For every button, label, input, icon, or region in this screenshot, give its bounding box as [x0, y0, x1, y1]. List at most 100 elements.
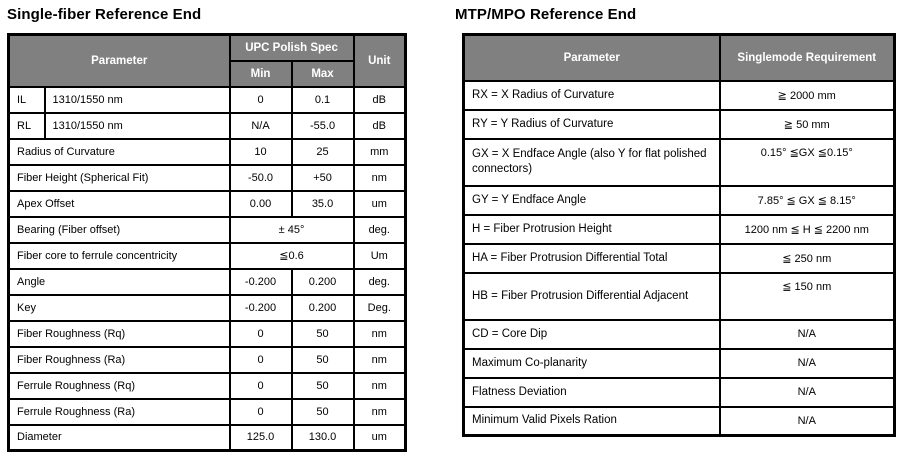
table-row: GY = Y Endface Angle 7.85° ≦ GX ≦ 8.15°: [462, 184, 896, 216]
param-cell: HA = Fiber Protrusion Differential Total: [462, 242, 721, 274]
param-cell: Fiber core to ferrule concentricity: [7, 241, 231, 270]
unit-cell: nm: [352, 371, 407, 400]
max-cell: 50: [290, 319, 355, 348]
requirement-cell: N/A: [718, 347, 896, 379]
unit-cell: nm: [352, 345, 407, 374]
max-cell: +50: [290, 163, 355, 192]
max-cell: -55.0: [290, 111, 355, 140]
table-row: Fiber Roughness (Ra) 0 50 nm: [7, 345, 407, 374]
unit-cell: um: [352, 189, 407, 218]
requirement-cell: 7.85° ≦ GX ≦ 8.15°: [718, 184, 896, 216]
unit-cell: Deg.: [352, 293, 407, 322]
param-cell: 1310/1550 nm: [43, 85, 231, 114]
unit-cell: Um: [352, 241, 407, 270]
unit-cell: deg.: [352, 267, 407, 296]
table-row: CD = Core Dip N/A: [462, 318, 896, 350]
unit-cell: dB: [352, 111, 407, 140]
max-cell: 0.200: [290, 267, 355, 296]
param-abbr-cell: RL: [7, 111, 46, 140]
table-row: Apex Offset 0.00 35.0 um: [7, 189, 407, 218]
param-cell: Maximum Co-planarity: [462, 347, 721, 379]
min-cell: N/A: [228, 111, 293, 140]
param-cell: Key: [7, 293, 231, 322]
param-cell: Fiber Roughness (Ra): [7, 345, 231, 374]
requirement-cell: N/A: [718, 405, 896, 437]
param-cell: Apex Offset: [7, 189, 231, 218]
table-row: GX = X Endface Angle (also Y for flat po…: [462, 137, 896, 187]
min-cell: -50.0: [228, 163, 293, 192]
requirement-cell: ≦ 250 nm: [718, 242, 896, 274]
param-cell: Ferrule Roughness (Ra): [7, 397, 231, 426]
unit-cell: nm: [352, 397, 407, 426]
param-cell: Flatness Deviation: [462, 376, 721, 408]
max-cell: 0.200: [290, 293, 355, 322]
param-cell: Angle: [7, 267, 231, 296]
param-cell: Minimum Valid Pixels Ration: [462, 405, 721, 437]
range-cell: ± 45°: [228, 215, 355, 244]
param-cell: Diameter: [7, 423, 231, 452]
single-fiber-section: Single-fiber Reference End Parameter UPC…: [7, 0, 408, 452]
param-cell: RX = X Radius of Curvature: [462, 79, 721, 111]
mtp-mpo-section: MTP/MPO Reference End Parameter Singlemo…: [455, 0, 896, 437]
table-row: Flatness Deviation N/A: [462, 376, 896, 408]
param-cell: Bearing (Fiber offset): [7, 215, 231, 244]
table-row: H = Fiber Protrusion Height 1200 nm ≦ H …: [462, 213, 896, 245]
header-upc-polish-spec: UPC Polish Spec: [228, 33, 355, 62]
min-cell: 0: [228, 371, 293, 400]
min-cell: 125.0: [228, 423, 293, 452]
header-subrow: Min Max: [9, 59, 406, 88]
requirement-cell: 1200 nm ≦ H ≦ 2200 nm: [718, 213, 896, 245]
header-unit: Unit: [352, 33, 407, 88]
unit-cell: um: [352, 423, 407, 452]
unit-cell: mm: [352, 137, 407, 166]
table-row: Bearing (Fiber offset) ± 45° deg.: [7, 215, 407, 244]
single-fiber-title: Single-fiber Reference End: [7, 6, 202, 23]
param-cell: GX = X Endface Angle (also Y for flat po…: [462, 137, 721, 187]
unit-cell: deg.: [352, 215, 407, 244]
table-row: Radius of Curvature 10 25 mm: [7, 137, 407, 166]
requirement-cell: ≧ 50 mm: [718, 108, 896, 140]
table-row: Maximum Co-planarity N/A: [462, 347, 896, 379]
unit-cell: nm: [352, 319, 407, 348]
table-row: Minimum Valid Pixels Ration N/A: [462, 405, 896, 437]
table-row: RY = Y Radius of Curvature ≧ 50 mm: [462, 108, 896, 140]
unit-cell: nm: [352, 163, 407, 192]
min-cell: 0.00: [228, 189, 293, 218]
table-row: RX = X Radius of Curvature ≧ 2000 mm: [462, 79, 896, 111]
max-cell: 50: [290, 397, 355, 426]
table-row: Ferrule Roughness (Ra) 0 50 nm: [7, 397, 407, 426]
param-cell: GY = Y Endface Angle: [462, 184, 721, 216]
min-cell: 0: [228, 397, 293, 426]
table-row: Diameter 125.0 130.0 um: [7, 423, 407, 452]
header-singlemode-requirement: Singlemode Requirement: [718, 33, 896, 82]
range-cell: ≦0.6: [228, 241, 355, 270]
header-row: Parameter UPC Polish Spec Unit: [7, 33, 407, 88]
min-cell: 0: [228, 319, 293, 348]
param-abbr-cell: IL: [7, 85, 46, 114]
mtp-mpo-table: Parameter Singlemode Requirement RX = X …: [462, 33, 896, 437]
header-row: Parameter Singlemode Requirement: [462, 33, 896, 82]
param-cell: 1310/1550 nm: [43, 111, 231, 140]
requirement-cell: N/A: [718, 318, 896, 350]
requirement-cell: ≧ 2000 mm: [718, 79, 896, 111]
header-parameter: Parameter: [462, 33, 721, 82]
table-row: IL 1310/1550 nm 0 0.1 dB: [7, 85, 407, 114]
min-cell: -0.200: [228, 293, 293, 322]
single-fiber-table: Parameter UPC Polish Spec Unit Min Max I…: [7, 33, 408, 452]
header-max: Max: [290, 59, 355, 88]
param-cell: HB = Fiber Protrusion Differential Adjac…: [462, 271, 721, 321]
requirement-cell: ≦ 150 nm: [718, 271, 896, 321]
param-cell: RY = Y Radius of Curvature: [462, 108, 721, 140]
table-row: HB = Fiber Protrusion Differential Adjac…: [462, 271, 896, 321]
param-cell: CD = Core Dip: [462, 318, 721, 350]
max-cell: 25: [290, 137, 355, 166]
table-row: HA = Fiber Protrusion Differential Total…: [462, 242, 896, 274]
header-parameter: Parameter: [7, 33, 231, 88]
table-row: Fiber Height (Spherical Fit) -50.0 +50 n…: [7, 163, 407, 192]
table-row: Angle -0.200 0.200 deg.: [7, 267, 407, 296]
max-cell: 130.0: [290, 423, 355, 452]
max-cell: 0.1: [290, 85, 355, 114]
max-cell: 35.0: [290, 189, 355, 218]
table-row: Ferrule Roughness (Rq) 0 50 nm: [7, 371, 407, 400]
